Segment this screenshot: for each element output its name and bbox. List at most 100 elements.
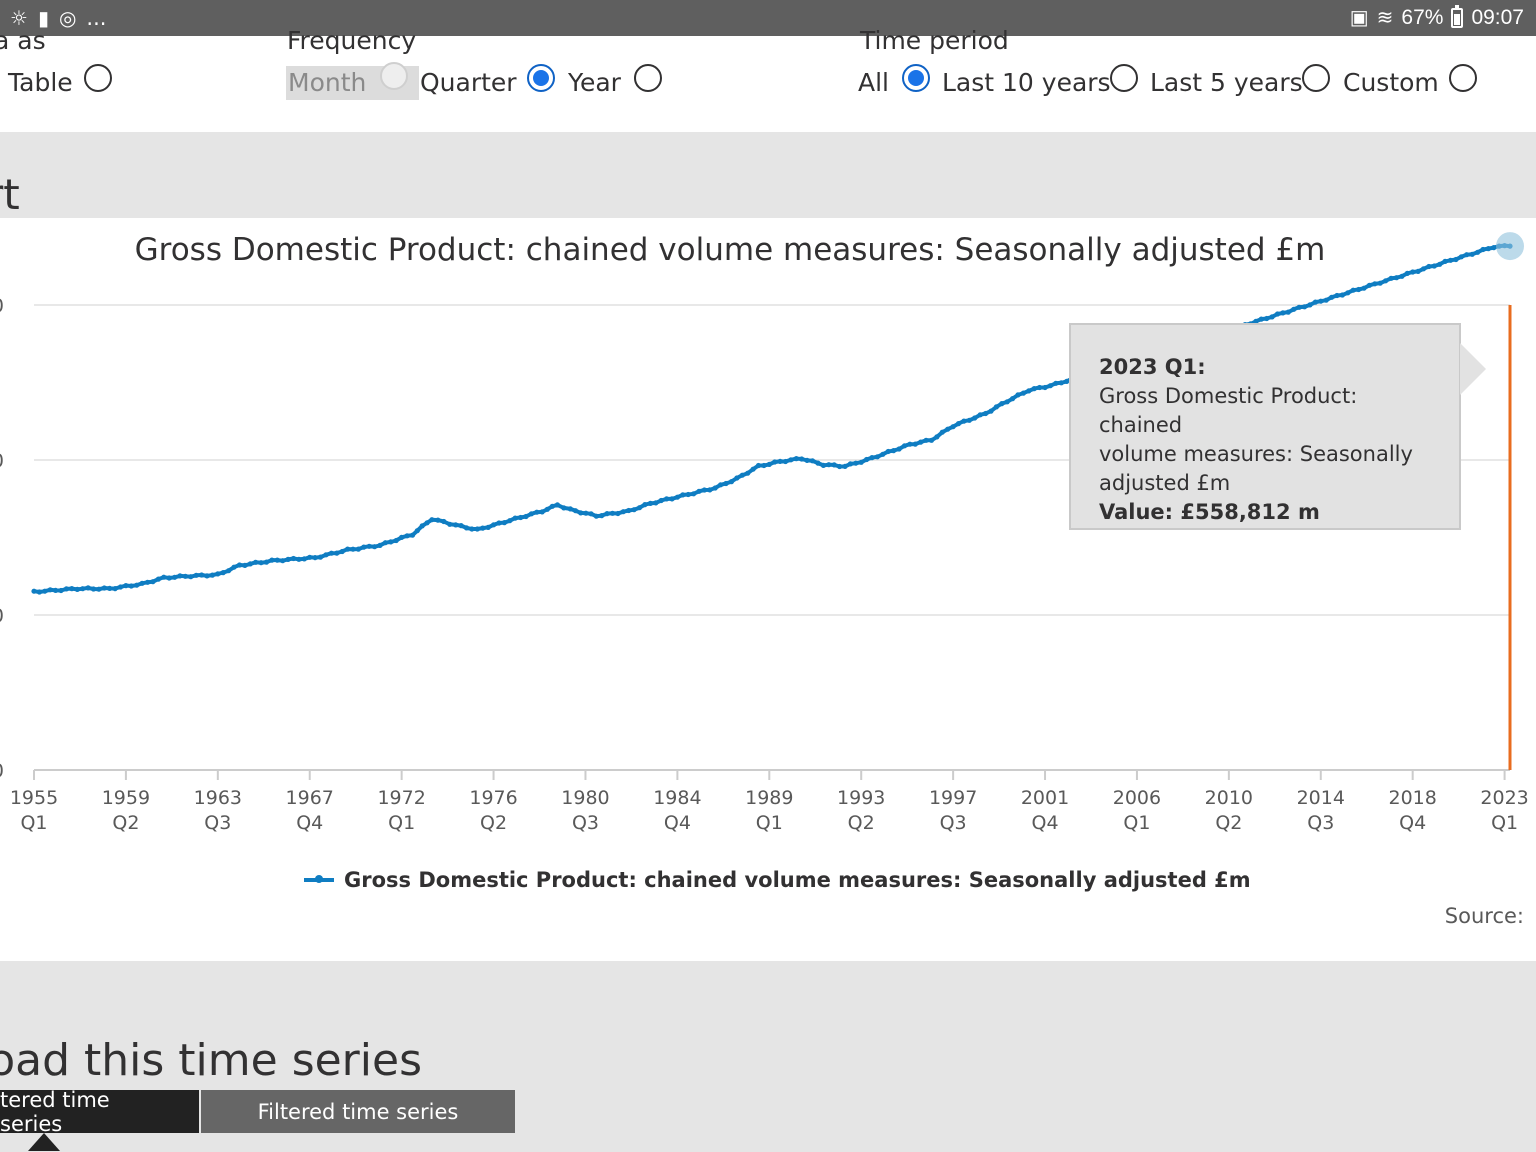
x-tick-label-year: 1967: [286, 787, 334, 809]
chart-tooltip: 2023 Q1: Gross Domestic Product: chained…: [1069, 323, 1461, 530]
data-point: [1388, 275, 1394, 281]
data-point: [312, 555, 318, 561]
data-point: [837, 463, 843, 470]
chart-legend[interactable]: Gross Domestic Product: chained volume m…: [304, 868, 1251, 892]
data-point: [772, 459, 778, 465]
radio-last-10-years[interactable]: [1110, 64, 1138, 92]
tab-unfiltered-time-series[interactable]: tered time series: [0, 1088, 199, 1136]
time-period-label: Time period: [860, 26, 1009, 55]
data-point: [793, 456, 799, 462]
data-point: [891, 448, 897, 454]
data-point: [209, 572, 215, 578]
data-point: [799, 456, 805, 462]
data-point: [1345, 290, 1351, 296]
data-point: [480, 525, 486, 531]
data-point: [1464, 252, 1470, 258]
x-tick-label-year: 1984: [653, 787, 701, 809]
more-notifications: ...: [86, 6, 107, 30]
data-point: [74, 586, 80, 592]
data-point: [809, 458, 816, 464]
data-point: [317, 554, 324, 560]
x-tick-label-year: 1963: [194, 787, 242, 809]
data-point: [880, 451, 886, 457]
radio-all[interactable]: [902, 64, 930, 92]
chart-title: Gross Domestic Product: chained volume m…: [134, 232, 1326, 268]
data-point: [544, 506, 550, 512]
data-point: [523, 513, 529, 520]
line-chart[interactable]: 0 0 0 0 1955 Q1 1959 Q2 1963 Q3 1967 Q4 1972 Q1 1976 Q2…: [0, 218, 1536, 848]
data-point: [561, 505, 567, 511]
data-point: [112, 586, 118, 592]
tab-filtered-time-series[interactable]: Filtered time series: [201, 1090, 515, 1133]
option-year-label[interactable]: Year: [568, 68, 621, 97]
data-point: [1410, 269, 1416, 275]
option-custom-label[interactable]: Custom: [1343, 68, 1439, 97]
option-last-10-years-label[interactable]: Last 10 years: [942, 68, 1111, 97]
chart-source: Source:: [1444, 904, 1524, 928]
radio-quarter[interactable]: [527, 64, 555, 92]
radio-table[interactable]: [84, 64, 112, 92]
data-point: [642, 502, 648, 508]
data-point: [435, 517, 441, 523]
radio-year[interactable]: [634, 64, 662, 92]
data-point: [1334, 292, 1340, 299]
x-tick-label-year: 1972: [377, 787, 425, 809]
data-point: [220, 570, 226, 576]
option-all-label[interactable]: All: [858, 68, 889, 97]
option-table-label[interactable]: Table: [8, 68, 73, 97]
data-point: [1301, 304, 1308, 310]
data-point: [47, 587, 53, 593]
data-point: [85, 585, 91, 591]
radio-last-5-years[interactable]: [1302, 64, 1330, 92]
data-point: [983, 410, 989, 417]
data-point: [1339, 292, 1345, 298]
data-point: [1393, 275, 1400, 281]
data-point: [1047, 383, 1053, 389]
data-point: [869, 455, 875, 461]
x-tick-label-quarter: Q1: [756, 812, 783, 834]
x-tick-label-year: 1993: [837, 787, 885, 809]
data-point: [1453, 256, 1459, 263]
frequency-label: Frequency: [287, 26, 417, 55]
option-quarter-label[interactable]: Quarter: [420, 68, 517, 97]
data-point: [928, 437, 935, 443]
data-point: [539, 509, 545, 515]
notification-icon: ▮: [37, 6, 49, 30]
data-point: [718, 482, 724, 488]
data-point: [512, 515, 518, 521]
data-point: [1010, 396, 1016, 402]
option-last-5-years-label[interactable]: Last 5 years: [1150, 68, 1303, 97]
data-point: [1058, 380, 1064, 386]
data-point: [199, 572, 205, 578]
data-point: [528, 511, 535, 517]
data-point: [1350, 287, 1356, 293]
data-point: [1274, 311, 1281, 317]
data-point: [788, 457, 794, 463]
data-point: [745, 470, 751, 476]
data-point: [42, 588, 48, 594]
data-point: [269, 557, 275, 563]
data-point: [161, 574, 167, 580]
radio-custom[interactable]: [1449, 64, 1477, 92]
data-point: [1253, 318, 1259, 324]
data-point: [842, 463, 848, 469]
tooltip-series-line-2: volume measures: Seasonally: [1099, 442, 1413, 466]
data-point: [685, 491, 691, 498]
data-point: [345, 546, 351, 552]
chart-section-header: rt: [0, 132, 1536, 219]
data-point: [766, 461, 772, 467]
data-point: [69, 586, 75, 592]
active-tab-pointer: [28, 1133, 60, 1151]
data-point: [1307, 302, 1313, 308]
data-point: [296, 556, 302, 562]
data-point: [674, 494, 681, 500]
data-point: [820, 462, 827, 468]
data-point: [1064, 378, 1070, 384]
data-point: [977, 412, 983, 418]
x-tick-label-quarter: Q2: [480, 812, 507, 834]
data-point: [1291, 306, 1297, 312]
data-point: [734, 475, 740, 481]
data-point: [441, 518, 447, 525]
data-point: [301, 556, 307, 562]
data-point: [853, 460, 859, 466]
